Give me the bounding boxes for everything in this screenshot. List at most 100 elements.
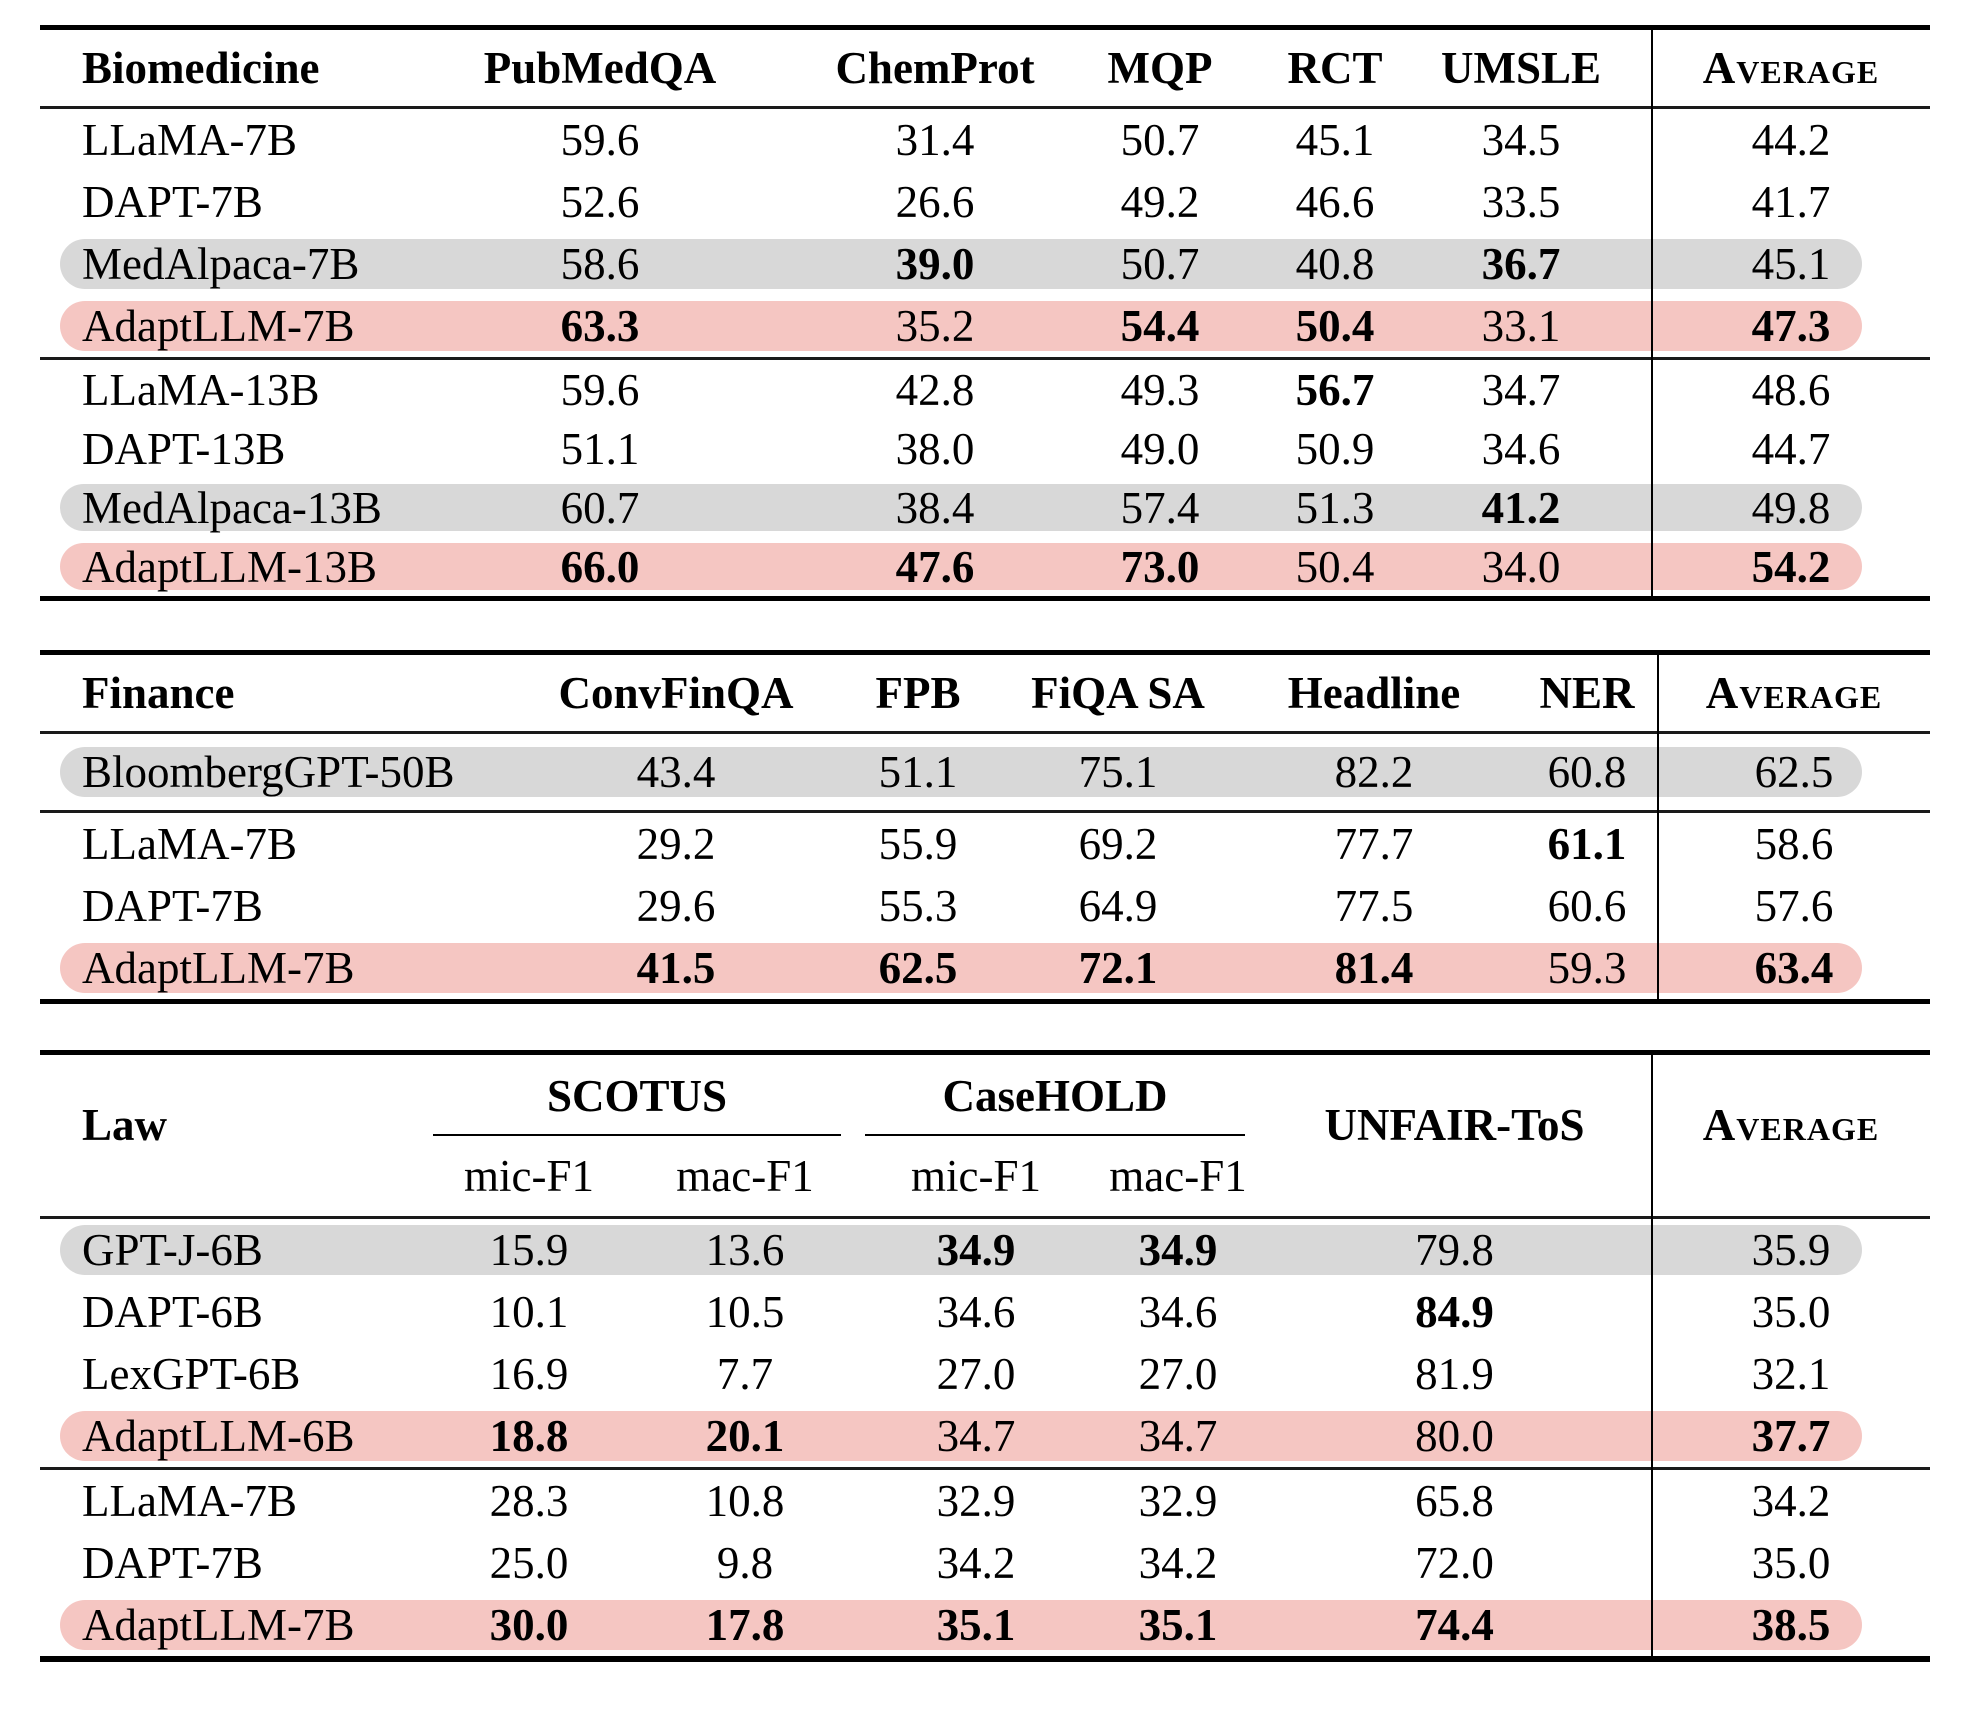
finance-table: Finance ConvFinQA FPB FiQA SA Headline N…: [40, 650, 1930, 1004]
table-row: AdaptLLM-6B 18.8 20.1 34.7 34.7 80.0 37.7: [40, 1405, 1930, 1467]
top-rule: [40, 25, 1930, 30]
table-row: AdaptLLM-7B 30.0 17.8 35.1 35.1 74.4 38.5: [40, 1594, 1930, 1656]
metric-value: 10.8: [705, 1476, 785, 1526]
metric-value: 50.4: [1295, 541, 1375, 592]
metric-value: 58.6: [560, 239, 640, 289]
table-row: AdaptLLM-7B 63.3 35.2 54.4 50.4 33.1 47.3: [40, 295, 1930, 357]
metric-value: 35.1: [1138, 1600, 1218, 1650]
metric-value: 75.1: [1078, 747, 1158, 797]
metric-value: 32.9: [936, 1476, 1016, 1526]
header-rule: [40, 731, 1930, 734]
metric-value: 34.7: [936, 1411, 1016, 1461]
metric-value: 81.4: [1334, 943, 1414, 993]
model-name: DAPT-7B: [82, 177, 263, 227]
metric-value: 77.7: [1334, 819, 1414, 869]
metric-value: 32.9: [1138, 1476, 1218, 1526]
model-name: DAPT-6B: [82, 1287, 263, 1337]
average-column-separator: [1651, 1050, 1653, 1662]
column-header-ner: NER: [1539, 668, 1635, 718]
average-column-separator: [1651, 25, 1653, 601]
table-row: LLaMA-7B 29.2 55.9 69.2 77.7 61.1 58.6: [40, 813, 1930, 875]
table-row: MedAlpaca-13B 60.7 38.4 57.4 51.3 41.2 49.8: [40, 478, 1930, 537]
average-value: 62.5: [1754, 747, 1834, 797]
average-value: 45.1: [1751, 239, 1831, 289]
top-rule: [40, 1050, 1930, 1055]
biomedicine-7b-group: LLaMA-7B 59.6 31.4 50.7 45.1 34.5 44.2 DAPT-7B 5…: [40, 109, 1930, 357]
model-name: BloombergGPT-50B: [82, 747, 455, 797]
metric-value: 38.0: [895, 423, 975, 474]
average-value: 35.0: [1751, 1287, 1831, 1337]
metric-value: 54.4: [1120, 301, 1200, 351]
metric-value: 30.0: [489, 1600, 569, 1650]
finance-7b-group: LLaMA-7B 29.2 55.9 69.2 77.7 61.1 58.6 DAPT-7B 2…: [40, 813, 1930, 999]
metric-value: 35.1: [936, 1600, 1016, 1650]
pink-highlight: [60, 1411, 1862, 1461]
column-header-average: Average: [1702, 1099, 1880, 1150]
subcolumn-scotus-mic-f1: mic-F1: [464, 1151, 594, 1201]
domain-header-finance: Finance: [82, 668, 235, 718]
scotus-underline: [433, 1134, 841, 1136]
table-row: BloombergGPT-50B 43.4 51.1 75.1 82.2 60.8 62.5: [40, 734, 1930, 810]
column-header-scotus: SCOTUS: [546, 1070, 728, 1121]
metric-value: 50.7: [1120, 239, 1200, 289]
metric-value: 26.6: [895, 177, 975, 227]
model-name: LLaMA-7B: [82, 115, 297, 165]
model-name: GPT-J-6B: [82, 1225, 263, 1275]
group-rule: [40, 357, 1930, 360]
metric-value: 27.0: [1138, 1349, 1218, 1399]
metric-value: 50.4: [1295, 301, 1375, 351]
metric-value: 65.8: [1415, 1476, 1494, 1526]
casehold-underline: [865, 1134, 1245, 1136]
metric-value: 34.2: [1138, 1538, 1218, 1588]
subcolumn-scotus-mac-f1: mac-F1: [676, 1151, 814, 1201]
model-name: AdaptLLM-13B: [82, 541, 377, 592]
metric-value: 55.3: [878, 881, 958, 931]
model-name: LexGPT-6B: [82, 1349, 301, 1399]
metric-value: 39.0: [895, 239, 975, 289]
metric-value: 35.2: [895, 301, 975, 351]
average-value: 37.7: [1751, 1411, 1831, 1461]
metric-value: 46.6: [1295, 177, 1375, 227]
law-header-group-row: SCOTUS CaseHOLD: [40, 1055, 1930, 1136]
average-column-separator: [1657, 650, 1659, 1004]
pink-highlight: [60, 1600, 1862, 1650]
average-value: 54.2: [1751, 541, 1831, 592]
model-name: AdaptLLM-6B: [82, 1411, 355, 1461]
column-header-unfair-tos: UNFAIR-ToS: [1324, 1099, 1585, 1150]
average-value: 34.2: [1751, 1476, 1831, 1526]
pink-highlight: [60, 301, 1862, 351]
table-row: LLaMA-7B 28.3 10.8 32.9 32.9 65.8 34.2: [40, 1470, 1930, 1532]
column-header-headline: Headline: [1287, 668, 1461, 718]
average-value: 38.5: [1751, 1600, 1831, 1650]
column-header-umsle: UMSLE: [1440, 43, 1602, 93]
average-value: 63.4: [1754, 943, 1834, 993]
metric-value: 52.6: [560, 177, 640, 227]
metric-value: 42.8: [895, 364, 975, 415]
finance-header-row: Finance ConvFinQA FPB FiQA SA Headline N…: [40, 655, 1930, 731]
gray-highlight: [60, 747, 1862, 797]
average-value: 41.7: [1751, 177, 1831, 227]
table-row: LLaMA-7B 59.6 31.4 50.7 45.1 34.5 44.2: [40, 109, 1930, 171]
metric-value: 34.6: [1481, 423, 1561, 474]
metric-value: 38.4: [895, 482, 975, 533]
metric-value: 84.9: [1415, 1287, 1494, 1337]
metric-value: 49.0: [1120, 423, 1200, 474]
metric-value: 50.9: [1295, 423, 1375, 474]
column-header-fiqa-sa: FiQA SA: [1031, 668, 1205, 718]
group-rule: [40, 810, 1930, 813]
model-name: AdaptLLM-7B: [82, 1600, 355, 1650]
metric-value: 10.5: [705, 1287, 785, 1337]
metric-value: 43.4: [636, 747, 716, 797]
metric-value: 61.1: [1547, 819, 1627, 869]
metric-value: 34.0: [1481, 541, 1561, 592]
model-name: AdaptLLM-7B: [82, 943, 355, 993]
column-header-average: Average: [1702, 43, 1880, 93]
paper-page: Biomedicine PubMedQA ChemProt MQP RCT UM…: [0, 25, 1972, 1715]
metric-value: 72.1: [1078, 943, 1158, 993]
metric-value: 66.0: [560, 541, 640, 592]
metric-value: 60.7: [560, 482, 640, 533]
average-value: 57.6: [1754, 881, 1834, 931]
column-header-average: Average: [1705, 668, 1883, 718]
column-header-mqp: MQP: [1107, 43, 1213, 93]
law-header: SCOTUS CaseHOLD mic-F1 mac-F1 mic-F1 mac…: [40, 1055, 1930, 1216]
